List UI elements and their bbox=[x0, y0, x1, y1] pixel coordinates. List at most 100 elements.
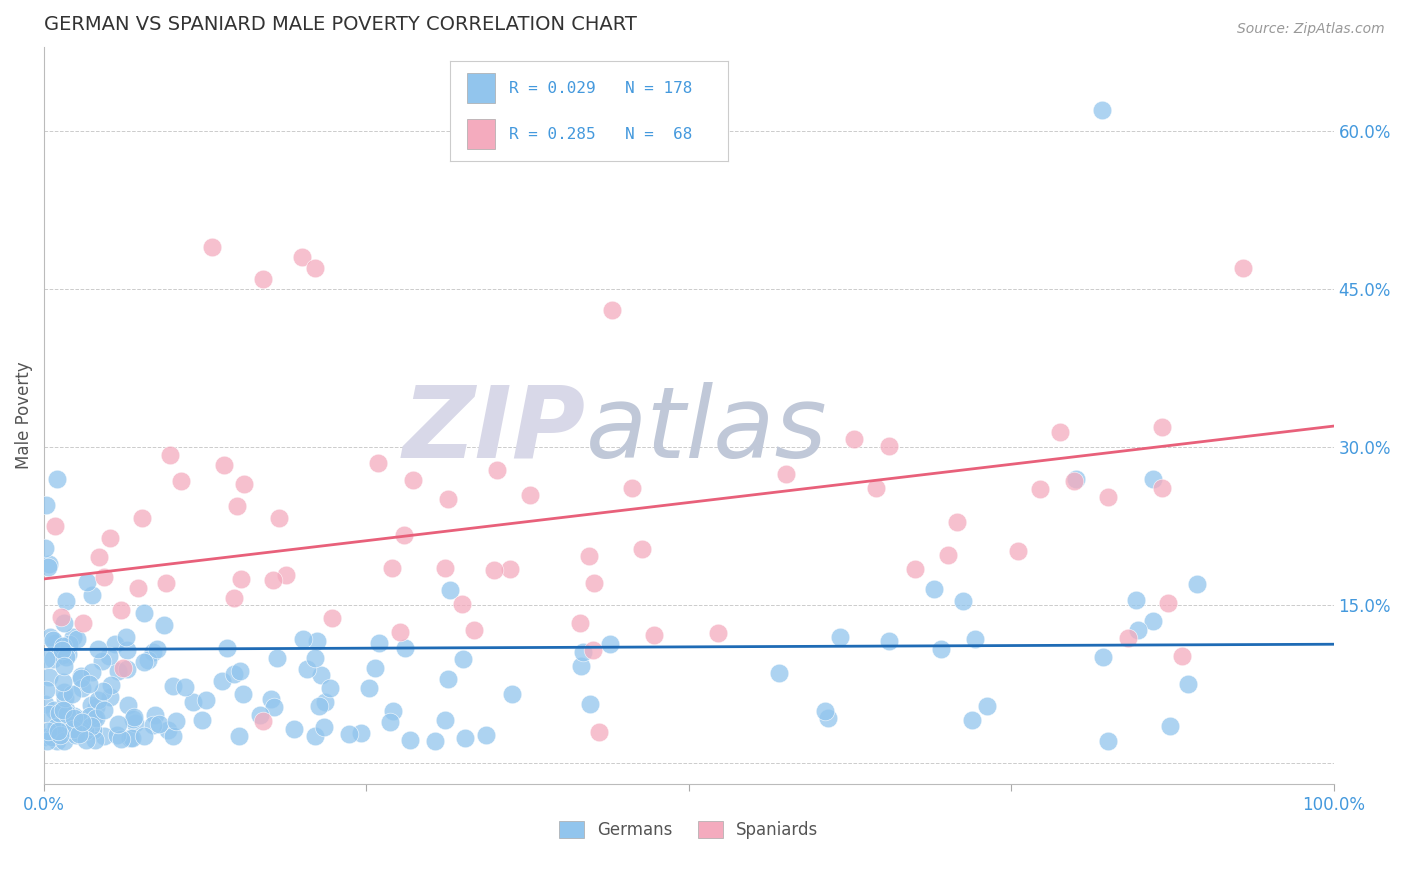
Point bbox=[224, 591, 246, 605]
Point bbox=[145, 642, 167, 657]
Point bbox=[368, 636, 391, 650]
Point bbox=[83, 709, 105, 723]
Point bbox=[55, 649, 77, 664]
Point bbox=[579, 697, 602, 711]
Point bbox=[39, 630, 62, 644]
Point bbox=[44, 636, 66, 650]
Point bbox=[38, 670, 60, 684]
Point bbox=[41, 652, 63, 666]
Point bbox=[1126, 624, 1149, 638]
Point bbox=[73, 713, 96, 727]
Point bbox=[82, 723, 104, 737]
Point bbox=[67, 727, 90, 741]
Point bbox=[382, 704, 405, 718]
Point bbox=[124, 715, 146, 730]
Point bbox=[1064, 472, 1087, 486]
Point bbox=[66, 632, 89, 647]
Point bbox=[134, 606, 156, 620]
Point bbox=[583, 576, 606, 591]
Point bbox=[1171, 648, 1194, 663]
Point bbox=[1090, 103, 1112, 117]
Point bbox=[314, 695, 336, 709]
Point bbox=[229, 572, 252, 586]
Point bbox=[952, 594, 974, 608]
Point bbox=[475, 728, 498, 742]
Point bbox=[262, 573, 284, 587]
Text: Source: ZipAtlas.com: Source: ZipAtlas.com bbox=[1237, 22, 1385, 37]
Point bbox=[84, 700, 107, 714]
Point bbox=[89, 549, 111, 564]
Point bbox=[195, 692, 218, 706]
Point bbox=[93, 729, 115, 743]
Point bbox=[49, 728, 72, 742]
Point bbox=[381, 560, 404, 574]
Point bbox=[707, 626, 730, 640]
Point bbox=[252, 271, 274, 285]
Point bbox=[600, 303, 623, 318]
Point bbox=[70, 720, 93, 734]
Point bbox=[228, 729, 250, 743]
Point bbox=[569, 616, 592, 631]
Point bbox=[174, 680, 197, 694]
Point bbox=[1177, 677, 1199, 691]
Point bbox=[877, 439, 900, 453]
Point bbox=[499, 562, 522, 576]
Point bbox=[73, 724, 96, 739]
Point bbox=[965, 632, 987, 646]
Point bbox=[70, 669, 93, 683]
Point bbox=[367, 456, 389, 470]
Point bbox=[98, 690, 121, 705]
Point bbox=[1097, 490, 1119, 504]
Point bbox=[222, 667, 245, 681]
Point bbox=[501, 687, 523, 701]
Point bbox=[48, 706, 70, 720]
Point bbox=[52, 685, 75, 699]
Point bbox=[252, 714, 274, 728]
Text: GERMAN VS SPANIARD MALE POVERTY CORRELATION CHART: GERMAN VS SPANIARD MALE POVERTY CORRELAT… bbox=[44, 15, 637, 34]
Point bbox=[1159, 719, 1181, 733]
Point bbox=[621, 481, 644, 495]
Point bbox=[34, 541, 56, 556]
Point bbox=[159, 448, 181, 462]
Point bbox=[77, 677, 100, 691]
Point bbox=[630, 542, 652, 557]
Point bbox=[62, 722, 84, 736]
Point bbox=[768, 665, 790, 680]
Point bbox=[191, 714, 214, 728]
Point bbox=[122, 712, 145, 726]
Point bbox=[143, 708, 166, 723]
Point bbox=[582, 643, 605, 657]
Point bbox=[100, 678, 122, 692]
Point bbox=[48, 723, 70, 738]
Point bbox=[394, 640, 416, 655]
Point bbox=[80, 719, 103, 733]
Point bbox=[519, 488, 541, 502]
Point bbox=[38, 557, 60, 571]
Point bbox=[946, 515, 969, 529]
Text: ZIP: ZIP bbox=[402, 382, 586, 479]
Point bbox=[87, 642, 110, 657]
Point bbox=[117, 698, 139, 712]
Point bbox=[1029, 483, 1052, 497]
Point bbox=[51, 648, 73, 662]
Point bbox=[398, 733, 420, 747]
Point bbox=[127, 581, 149, 595]
Point bbox=[51, 715, 73, 730]
Point bbox=[70, 714, 93, 729]
Point bbox=[55, 703, 77, 717]
Point bbox=[842, 432, 865, 446]
Point bbox=[922, 582, 945, 596]
Point bbox=[132, 656, 155, 670]
Point bbox=[249, 708, 271, 723]
Point bbox=[49, 609, 72, 624]
Point bbox=[55, 594, 77, 608]
Point bbox=[156, 723, 179, 737]
Point bbox=[817, 710, 839, 724]
Point bbox=[201, 240, 224, 254]
Point bbox=[388, 625, 411, 640]
Point bbox=[1116, 632, 1139, 646]
Point bbox=[359, 681, 381, 696]
Point bbox=[212, 458, 235, 472]
Point bbox=[211, 673, 233, 688]
Point bbox=[1007, 544, 1029, 558]
